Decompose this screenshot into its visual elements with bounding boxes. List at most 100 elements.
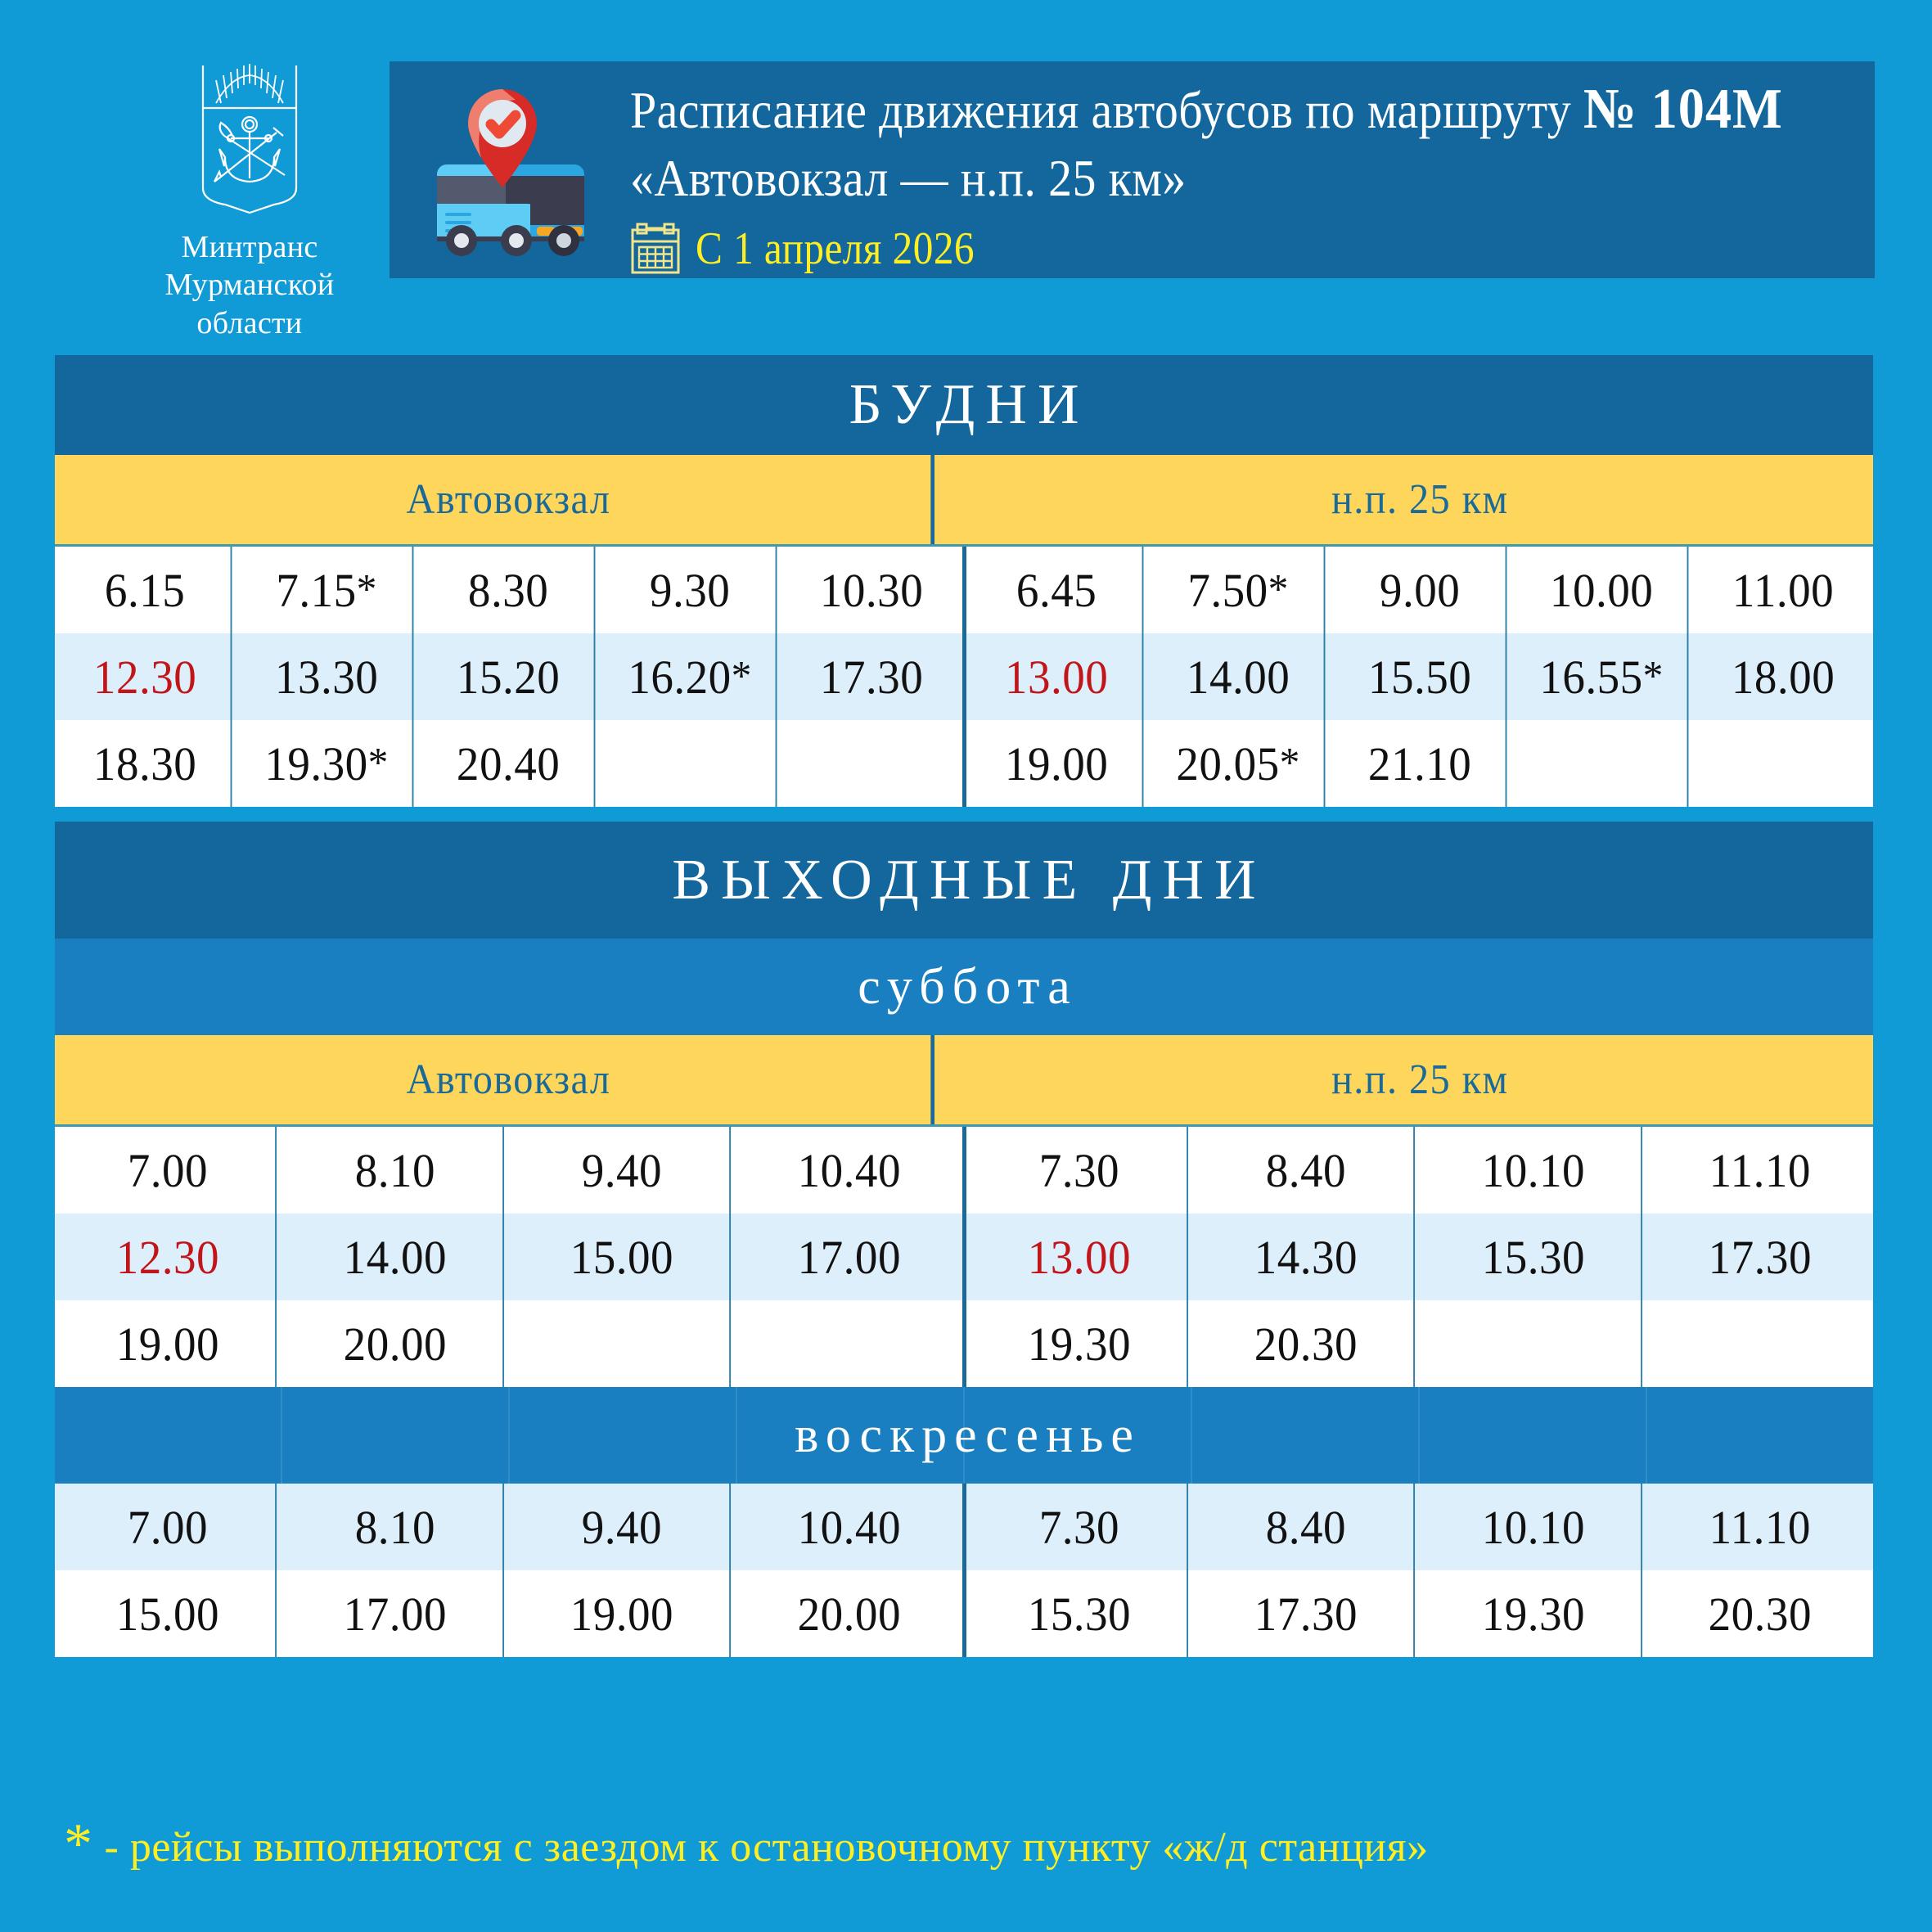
time-cell: 6.15 (60, 547, 232, 633)
row-half-avtovokzal: 6.15 7.15 * 8.30 9.30 10.30 (55, 547, 966, 633)
time-cell: 9.30 (605, 547, 777, 633)
time-cell: 11.10 (1709, 1143, 1812, 1197)
time-cell (1697, 720, 1868, 807)
time-cell: 12.30 (60, 633, 232, 720)
time-cell: 18.00 (1731, 650, 1835, 704)
weekdays-dir-left-label: Автовокзал (87, 455, 934, 544)
time-cell: 7.30 (971, 1484, 1188, 1570)
grid-divider (737, 1387, 965, 1484)
calendar-icon (630, 222, 681, 276)
section-gap (55, 807, 1873, 822)
saturday-dir-left-label: Автовокзал (87, 1035, 934, 1124)
time-cell: 7.15 * (241, 547, 414, 633)
time-cell: 15.30 (1426, 1214, 1642, 1300)
saturday-dir-right-label: н.п. 25 км (1331, 1056, 1509, 1103)
sunday-band: воскресенье (55, 1387, 1873, 1484)
table-row: 12.30 13.30 15.20 16.20 * 17.30 13.00 14.00 15.5… (55, 633, 1873, 720)
asterisk-marker: * (1642, 653, 1664, 700)
time-cell: 17.30 (820, 650, 924, 704)
effective-date-label: С 1 апреля 2026 (696, 223, 975, 275)
asterisk-marker: * (1268, 566, 1289, 614)
time-cell: 10.10 (1426, 1127, 1642, 1214)
time-cell (1653, 1300, 1867, 1387)
time-cell (605, 720, 777, 807)
time-cell: 11.10 (1709, 1500, 1812, 1554)
time-cell: 16.55 * (1515, 633, 1689, 720)
time-cell: 6.45 (971, 547, 1144, 633)
row-half-np25km: 6.45 7.50 * 9.00 10.00 11.00 (966, 547, 1874, 633)
time-cell (515, 1300, 731, 1387)
row-half-avtovokzal: 15.00 17.00 19.00 20.00 (55, 1570, 966, 1657)
time-cell (1515, 720, 1689, 807)
row-half-np25km: 19.30 20.30 (966, 1300, 1874, 1387)
murmansk-coat-of-arms-icon (123, 57, 376, 217)
table-row: 7.00 8.10 9.40 10.40 7.30 8.40 10.10 11.10 (55, 1484, 1873, 1570)
time-cell (786, 720, 957, 807)
time-cell: 16.20 * (605, 633, 777, 720)
grid-divider (1420, 1387, 1647, 1484)
time-cell: 8.10 (288, 1127, 504, 1214)
footnote-text: - рейсы выполняются с заездом к останово… (104, 1824, 1429, 1871)
time-cell: 14.30 (1199, 1214, 1415, 1300)
row-half-np25km: 7.30 8.40 10.10 11.10 (966, 1484, 1874, 1570)
row-half-np25km: 13.00 14.30 15.30 17.30 (966, 1214, 1874, 1300)
time-cell (1426, 1300, 1642, 1387)
row-half-avtovokzal: 12.30 14.00 15.00 17.00 (55, 1214, 966, 1300)
time-cell: 15.50 (1334, 633, 1507, 720)
weekdays-band-label: БУДНИ (55, 355, 1873, 455)
time-cell: 17.00 (288, 1570, 504, 1657)
table-row: 12.30 14.00 15.00 17.00 13.00 14.30 15.30 17.30 (55, 1214, 1873, 1300)
time-cell: 10.40 (797, 1500, 901, 1554)
time-cell: 13.00 (971, 1214, 1188, 1300)
time-cell: 17.30 (1199, 1570, 1415, 1657)
time-cell: 20.30 (1199, 1300, 1415, 1387)
row-half-np25km: 15.30 17.30 19.30 20.30 (966, 1570, 1874, 1657)
time-cell: 19.30 * (241, 720, 414, 807)
time-cell: 15.00 (515, 1214, 731, 1300)
row-half-np25km: 19.00 20.05 * 21.10 (966, 720, 1874, 807)
table-row: 6.15 7.15 * 8.30 9.30 10.30 6.45 7.50 * 9.00 10.00… (55, 547, 1873, 633)
time-cell: 10.10 (1426, 1484, 1642, 1570)
time-cell: 9.40 (515, 1484, 731, 1570)
time-cell: 21.10 (1334, 720, 1507, 807)
title-line-2: «Автовокзал — н.п. 25 км» (630, 150, 1187, 208)
time-cell: 15.20 (423, 633, 596, 720)
time-cell: 15.00 (61, 1570, 277, 1657)
footnote: * - рейсы выполняются с заездом к останов… (64, 1812, 1864, 1877)
time-cell: 19.30 (971, 1300, 1188, 1387)
weekend-band-label: ВЫХОДНЫЕ ДНИ (55, 822, 1873, 939)
route-number-label: № 104М (1583, 78, 1783, 141)
sunday-band-gridlines (55, 1387, 1873, 1484)
sunday-rows: 7.00 8.10 9.40 10.40 7.30 8.40 10.10 11.10 15.00… (55, 1484, 1873, 1657)
asterisk-marker: * (356, 566, 377, 614)
weekdays-rows: 6.15 7.15 * 8.30 9.30 10.30 6.45 7.50 * 9.00 10.00… (55, 547, 1873, 807)
grid-divider (510, 1387, 737, 1484)
time-cell: 8.30 (423, 547, 596, 633)
time-cell: 7.00 (61, 1127, 277, 1214)
time-cell: 8.40 (1199, 1127, 1415, 1214)
time-cell: 10.00 (1515, 547, 1689, 633)
time-cell: 19.00 (61, 1300, 277, 1387)
schedule-board: БУДНИ Автовокзал н.п. 25 км 6.15 7.15 * 8.3… (55, 355, 1873, 1657)
grid-divider (965, 1387, 1192, 1484)
title-prefix-label: Расписание движения автобусов по маршрут… (630, 82, 1572, 139)
time-cell: 7.50 * (1152, 547, 1326, 633)
time-cell: 20.05 * (1152, 720, 1326, 807)
time-cell: 7.30 (971, 1127, 1188, 1214)
grid-divider (282, 1387, 510, 1484)
ministry-name-label: Минтранс Мурманской области (164, 230, 335, 340)
saturday-band-label: суббота (55, 939, 1873, 1035)
ministry-logo-block: Минтранс Мурманской области (123, 57, 376, 342)
time-cell: 12.30 (61, 1214, 277, 1300)
saturday-rows: 7.00 8.10 9.40 10.40 7.30 8.40 10.10 11.10 12.30… (55, 1127, 1873, 1387)
time-cell: 10.30 (820, 563, 924, 617)
time-cell: 17.30 (1709, 1230, 1813, 1284)
title-text: Расписание движения автобусов по маршрут… (630, 76, 1855, 276)
grid-divider (1192, 1387, 1420, 1484)
row-half-np25km: 13.00 14.00 15.50 16.55 * 18.00 (966, 633, 1874, 720)
time-cell: 8.10 (288, 1484, 504, 1570)
footnote-star-icon: * (64, 1813, 93, 1876)
time-cell: 19.30 (1426, 1570, 1642, 1657)
bus-with-map-pin-icon (414, 66, 619, 271)
time-cell (742, 1300, 957, 1387)
